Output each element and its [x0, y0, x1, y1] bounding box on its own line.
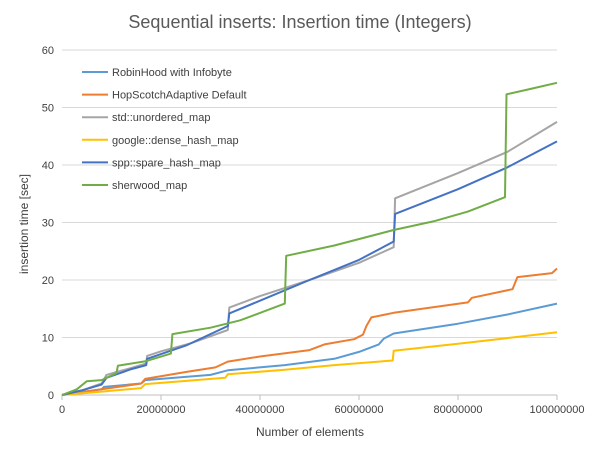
legend-item: sherwood_map — [82, 180, 187, 192]
x-axis-title: Number of elements — [256, 425, 364, 439]
series-line — [61, 81, 558, 396]
series-line — [61, 267, 558, 396]
series-lines — [61, 81, 558, 396]
series-line — [61, 121, 558, 396]
y-tick-labels: 0 10 20 30 40 50 60 — [42, 45, 54, 402]
legend-item: spp::spare_hash_map — [82, 157, 221, 169]
x-tick-label: 100000000 — [529, 404, 584, 416]
y-tick-label: 40 — [42, 160, 54, 172]
x-tick-label: 20000000 — [137, 404, 186, 416]
legend-label: RobinHood with Infobyte — [112, 67, 232, 79]
x-tick-label: 0 — [59, 404, 65, 416]
series-line — [61, 331, 558, 396]
legend-label: google::dense_hash_map — [112, 135, 239, 147]
legend: RobinHood with Infobyte HopScotchAdaptive… — [82, 67, 247, 192]
x-tick-label: 80000000 — [434, 404, 483, 416]
y-tick-label: 60 — [42, 45, 54, 57]
y-tick-label: 20 — [42, 275, 54, 287]
axes — [61, 394, 558, 400]
series-line — [61, 302, 558, 396]
x-tick-label: 60000000 — [335, 404, 384, 416]
legend-item: std::unordered_map — [82, 112, 210, 124]
legend-label: HopScotchAdaptive Default — [112, 90, 247, 102]
x-tick-labels: 0 20000000 40000000 60000000 80000000 1000000… — [59, 404, 585, 416]
legend-label: std::unordered_map — [112, 112, 210, 124]
gridlines — [62, 49, 557, 338]
legend-item: HopScotchAdaptive Default — [82, 90, 247, 102]
y-tick-label: 30 — [42, 218, 54, 230]
x-tick-label: 40000000 — [236, 404, 285, 416]
y-axis-title: insertion time [sec] — [17, 174, 31, 274]
y-tick-label: 0 — [48, 390, 54, 402]
legend-item: google::dense_hash_map — [82, 135, 239, 147]
legend-label: sherwood_map — [112, 180, 187, 192]
y-tick-label: 10 — [42, 333, 54, 345]
legend-label: spp::spare_hash_map — [112, 157, 221, 169]
chart-title: Sequential inserts: Insertion time (Inte… — [128, 12, 471, 32]
y-tick-label: 50 — [42, 103, 54, 115]
legend-item: RobinHood with Infobyte — [82, 67, 232, 79]
